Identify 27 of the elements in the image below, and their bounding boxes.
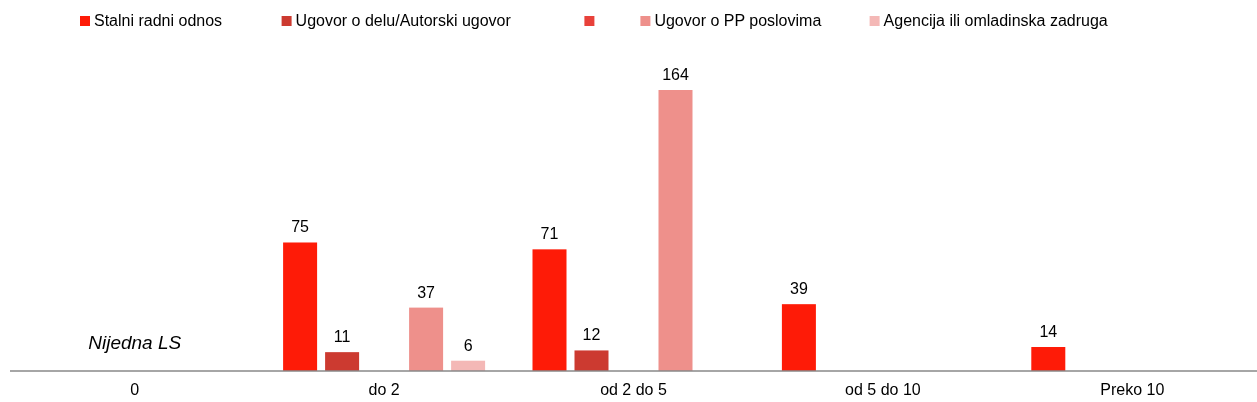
data-label: 71 [540,225,559,243]
data-label: 11 [333,328,351,346]
legend-label: Agencija ili omladinska zadruga [883,12,1108,29]
x-tick-label: 0 [130,381,140,398]
data-label: 6 [463,336,473,354]
data-label: 14 [1039,323,1058,341]
bar [574,350,609,371]
bar [658,90,693,371]
legend-label: Stalni radni odnos [94,12,223,29]
bar [409,307,444,371]
annotation: Nijedna LS [88,332,182,353]
data-label: 39 [790,280,808,298]
data-label: 12 [582,326,601,344]
data-label: 164 [662,66,689,83]
x-tick-label: od 2 do 5 [600,381,667,398]
legend-label: Ugovor o delu/Autorski ugovor [295,12,512,29]
bar [283,242,318,371]
bar [325,352,360,371]
x-tick-label: Preko 10 [1100,381,1165,398]
x-tick-label: do 2 [368,381,400,398]
data-label: 37 [417,283,436,301]
legend-label: Ugovor o PP poslovima [654,12,822,29]
bar [1031,347,1066,371]
bar [781,304,816,371]
data-label: 75 [291,218,310,236]
bar [532,249,567,371]
x-tick-label: od 5 do 10 [845,381,921,398]
